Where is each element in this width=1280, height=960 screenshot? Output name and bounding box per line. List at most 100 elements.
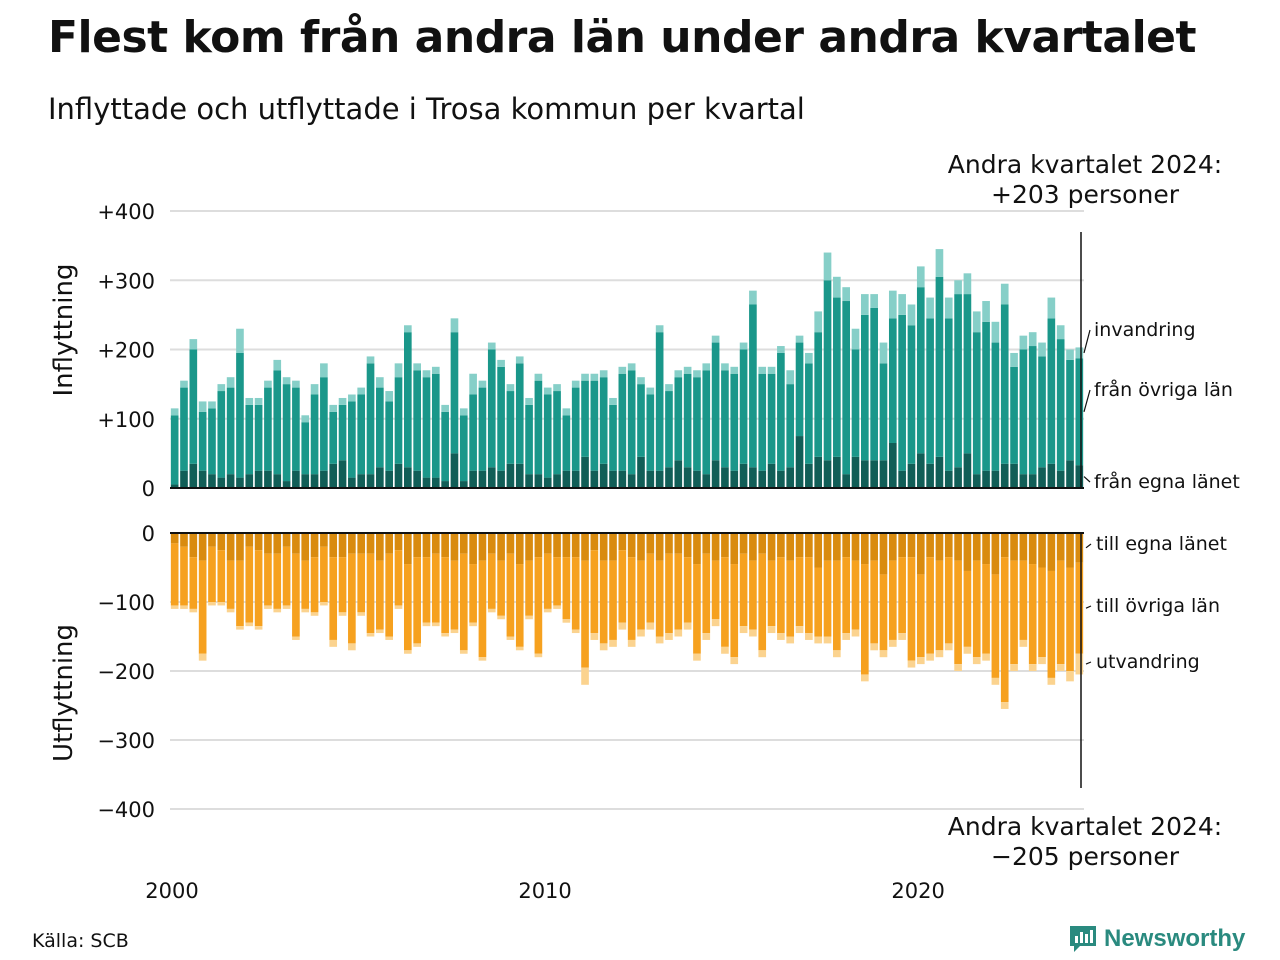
bar-out-segment <box>450 533 459 561</box>
bar-in-segment <box>982 470 990 488</box>
bar-in-segment <box>674 460 683 488</box>
bar-in-segment <box>404 332 412 468</box>
bar-in-segment <box>972 474 981 488</box>
bar-in-segment <box>1028 346 1037 475</box>
bar-in-segment <box>1019 335 1028 350</box>
bar-in-segment <box>786 467 795 488</box>
bar-in-segment <box>1038 356 1046 468</box>
bar-out-segment <box>842 633 850 640</box>
bar-in-segment <box>236 328 244 353</box>
bar-out-segment <box>954 664 962 671</box>
bar-in-segment <box>637 456 645 488</box>
bar-out-segment <box>805 557 813 634</box>
bar-in-segment <box>394 363 403 378</box>
bar-in-segment <box>823 460 832 488</box>
bar-out-segment <box>777 557 785 634</box>
bar-in-segment <box>898 314 906 471</box>
bar-in-segment <box>422 477 431 488</box>
bar-out-segment <box>749 533 757 561</box>
bar-in-segment <box>459 481 468 488</box>
bar-in-segment <box>469 373 477 395</box>
bar-in-segment <box>329 404 338 412</box>
bar-out-segment <box>478 560 487 658</box>
bar-out-segment <box>926 653 934 661</box>
upper-y-axis-title: Inflyttning <box>49 264 79 397</box>
series-label-leader <box>1085 543 1092 549</box>
bar-in-segment <box>273 370 282 475</box>
bar-in-segment <box>842 474 850 488</box>
bar-in-segment <box>180 470 188 488</box>
bar-out-segment <box>777 533 785 558</box>
bar-in-segment <box>814 332 823 457</box>
bar-out-segment <box>198 560 207 654</box>
bar-in-segment <box>292 387 300 471</box>
bar-out-segment <box>991 533 1000 575</box>
bar-in-segment <box>879 460 888 488</box>
bar-out-segment <box>888 533 897 561</box>
bar-in-segment <box>208 474 216 488</box>
bar-out-segment <box>851 533 860 561</box>
bar-out-segment <box>469 622 477 627</box>
bar-in-segment <box>366 363 375 475</box>
bar-in-segment <box>441 404 449 412</box>
bar-out-segment <box>795 626 804 634</box>
bar-in-segment <box>320 470 328 488</box>
series-label-leader <box>1085 661 1092 665</box>
bar-in-segment <box>954 294 962 468</box>
bar-out-segment <box>1047 570 1056 678</box>
bar-in-segment <box>515 363 524 464</box>
bar-in-segment <box>497 366 505 471</box>
bar-in-segment <box>665 467 673 488</box>
bar-in-segment <box>459 415 468 482</box>
bar-out-segment <box>674 533 683 554</box>
bar-in-segment <box>1010 463 1018 488</box>
bar-out-segment <box>1000 557 1009 703</box>
bar-out-segment <box>935 650 944 658</box>
bar-out-segment <box>366 633 375 637</box>
bar-out-segment <box>1075 562 1084 654</box>
bar-out-segment <box>888 639 897 647</box>
bar-in-segment <box>450 453 459 489</box>
bar-out-segment <box>273 533 282 554</box>
bar-in-segment <box>693 377 701 471</box>
bar-out-segment <box>1000 702 1009 709</box>
bar-in-segment <box>441 481 449 488</box>
bar-in-segment <box>805 463 813 488</box>
bar-out-segment <box>469 533 477 565</box>
bar-in-segment <box>833 297 841 457</box>
bar-out-segment <box>264 553 272 606</box>
bar-in-segment <box>879 342 888 364</box>
bar-in-segment <box>217 384 226 392</box>
bar-out-segment <box>170 605 179 609</box>
bar-in-segment <box>711 460 720 488</box>
bar-in-segment <box>711 335 720 343</box>
bar-out-segment <box>562 557 571 620</box>
bar-out-segment <box>478 657 487 661</box>
bar-in-segment <box>926 297 934 319</box>
brand-name: Newsworthy <box>1104 925 1246 952</box>
bar-in-segment <box>805 352 813 364</box>
bar-out-segment <box>366 553 375 634</box>
bar-in-segment <box>525 474 533 488</box>
bar-in-segment <box>646 387 655 395</box>
bar-in-segment <box>562 415 571 471</box>
bar-in-segment <box>198 411 207 471</box>
bar-in-segment <box>338 460 347 488</box>
bar-in-segment <box>1066 460 1074 488</box>
bar-out-segment <box>441 557 449 634</box>
bar-in-segment <box>777 470 785 488</box>
bar-out-segment <box>217 550 226 602</box>
bar-in-segment <box>226 387 235 475</box>
bar-out-segment <box>170 533 179 544</box>
bar-out-segment <box>562 533 571 558</box>
bar-out-segment <box>431 622 440 627</box>
bar-in-segment <box>683 366 692 374</box>
bar-out-segment <box>385 553 393 637</box>
bar-out-segment <box>739 626 748 634</box>
bar-in-segment <box>926 463 934 488</box>
bar-out-segment <box>431 533 440 554</box>
bar-out-segment <box>254 626 263 630</box>
bar-in-segment <box>394 463 403 488</box>
bar-in-segment <box>292 380 300 388</box>
bar-in-segment <box>842 287 850 302</box>
